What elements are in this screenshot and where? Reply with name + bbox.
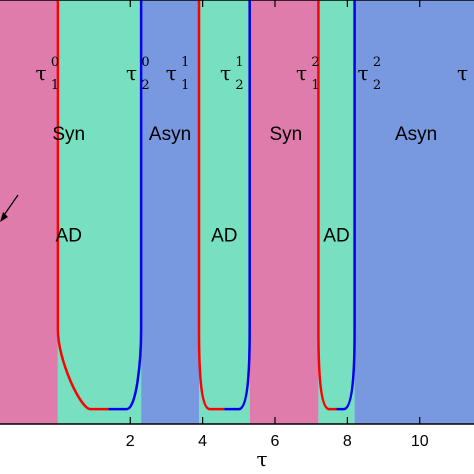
boundary-label-sup-5: 2 — [373, 55, 381, 70]
boundary-label-0: τ — [35, 61, 46, 85]
lower-boundary-curve-1 — [197, 0, 225, 411]
region-asyn-6 — [354, 0, 474, 424]
x-tick-label-6: 6 — [271, 433, 280, 450]
region-asyn-2 — [141, 0, 200, 424]
region-syn-0 — [0, 0, 58, 424]
x-tick-label-8: 8 — [343, 433, 352, 450]
boundary-label-sup-3: 1 — [235, 55, 243, 70]
region-syn-4 — [249, 0, 319, 424]
x-tick-label-10: 10 — [411, 433, 429, 450]
boundary-label-sub-1: 2 — [141, 78, 149, 93]
region-label-syn-0: Syn — [52, 124, 85, 145]
region-label-ad-5: AD — [211, 226, 237, 247]
text-label-layer: Syn Asyn Syn Asyn AD AD AD — [0, 124, 437, 247]
ad-lobe-fill-2 — [318, 0, 355, 410]
region-label-ad-6: AD — [323, 226, 349, 247]
axes-layer: 2 4 6 8 10 — [0, 0, 474, 450]
boundary-label-4: τ — [296, 61, 307, 85]
x-tick-label-2: 2 — [126, 433, 135, 450]
x-axis-label: τ — [256, 447, 267, 471]
upper-boundary-curve-0 — [108, 0, 143, 411]
boundary-label-sub-2: 1 — [181, 78, 189, 93]
pointer-arrow-head — [0, 212, 8, 222]
boundary-label-sub-5: 2 — [373, 78, 381, 93]
ad-lobe-fill-0 — [57, 0, 142, 410]
boundary-label-sup-1: 0 — [141, 55, 149, 70]
x-tick-label-4: 4 — [198, 433, 207, 450]
region-label-asyn-3: Asyn — [395, 124, 437, 145]
boundary-label-3: τ — [220, 61, 231, 85]
region-label-ad-4: AD — [56, 226, 82, 247]
lower-boundary-curve-2 — [317, 0, 337, 411]
boundary-label-sup-0: 0 — [51, 55, 59, 70]
boundary-label-5: τ — [358, 61, 369, 85]
region-label-syn-2: Syn — [269, 124, 302, 145]
boundary-label-sup-4: 2 — [311, 55, 319, 70]
boundary-label-layer: τ 01τ 02τ 11τ 12τ 21τ 22τ — [35, 55, 468, 93]
boundary-label-2: τ — [166, 61, 177, 85]
upper-boundary-curve-1 — [224, 0, 251, 411]
upper-boundary-curve-2 — [336, 0, 356, 411]
boundary-label-sub-4: 1 — [311, 78, 319, 93]
boundary-label-1: τ — [126, 61, 137, 85]
boundary-label-6: τ — [457, 61, 468, 85]
boundary-label-sub-3: 2 — [235, 78, 243, 93]
region-label-asyn-1: Asyn — [149, 124, 191, 145]
ad-lobe-layer — [56, 0, 356, 411]
boundary-label-sub-0: 1 — [51, 78, 59, 93]
boundary-label-sup-2: 1 — [181, 55, 189, 70]
ad-lobe-fill-1 — [199, 0, 250, 410]
lower-boundary-curve-0 — [56, 0, 109, 411]
